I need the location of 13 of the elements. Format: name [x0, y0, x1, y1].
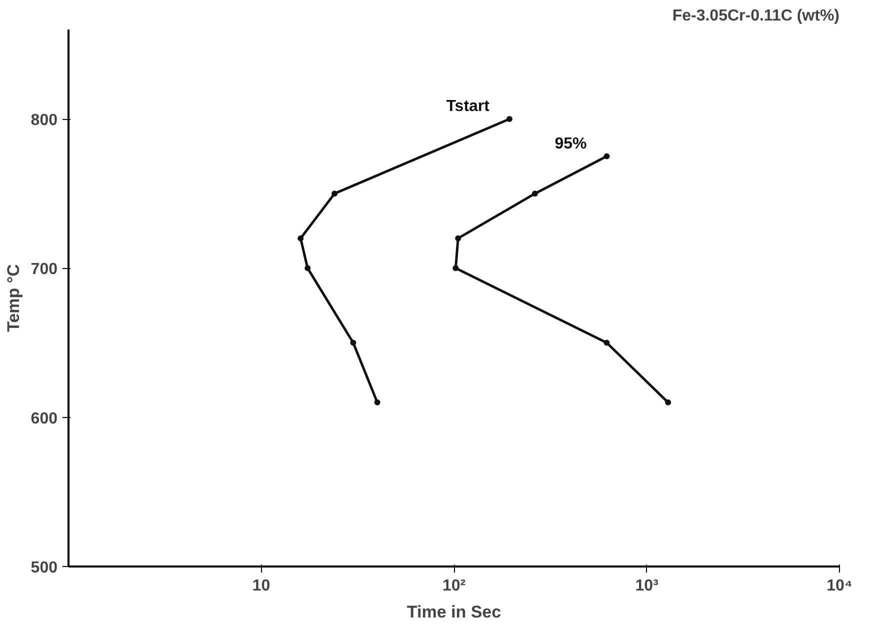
y-tick-label: 800 — [30, 112, 58, 129]
y-tick-label: 500 — [30, 560, 58, 576]
y-tick-label: 700 — [30, 261, 58, 278]
y-tick-label: 600 — [30, 410, 58, 428]
series-label: Tstart — [446, 98, 490, 115]
x-tick-label: 10² — [442, 578, 466, 594]
chart-title: Fe-3.05Cr-0.11C (wt%) — [672, 8, 840, 24]
series-label: 95% — [554, 135, 587, 152]
x-tick-label: 10 — [252, 578, 270, 594]
y-axis-title: Temp °C — [4, 264, 23, 332]
x-axis-title: Time in Sec — [406, 602, 502, 622]
x-tick-label: 10⁴ — [826, 578, 852, 594]
x-tick-label: 10³ — [635, 578, 658, 594]
